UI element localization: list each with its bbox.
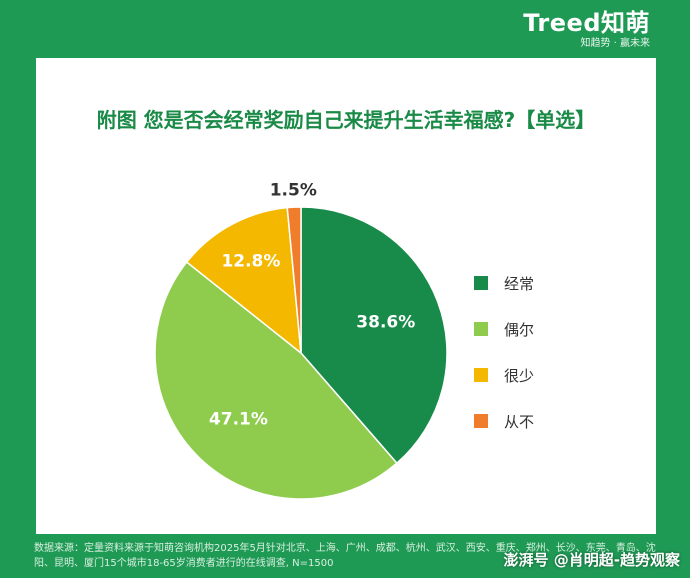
legend-item: 很少	[474, 364, 534, 386]
legend-swatch	[474, 276, 488, 290]
legend-label: 从不	[504, 412, 535, 431]
watermark: 澎湃号 @肖明超-趋势观察	[503, 551, 680, 569]
legend-swatch	[474, 368, 488, 382]
pie-chart: 38.6% 47.1% 12.8% 1.5%	[154, 181, 448, 500]
pie-slice	[286, 206, 302, 354]
legend-label: 很少	[504, 366, 535, 385]
legend-swatch	[474, 322, 488, 336]
slice-value-label: 1.5%	[270, 181, 317, 201]
pie-slice	[300, 206, 448, 465]
brand: Treed知萌 知趋势 · 赢未来	[523, 8, 650, 50]
legend-item: 偶尔	[474, 318, 534, 340]
pie-slice	[185, 206, 302, 355]
data-source-note: 数据来源：定量资料来源于知萌咨询机构2025年5月针对北京、上海、广州、成都、杭…	[34, 543, 656, 569]
slice-value-label: 38.6%	[356, 312, 415, 332]
legend-swatch	[474, 414, 488, 428]
legend-label: 经常	[504, 274, 535, 293]
legend: 经常 偶尔 很少 从不	[474, 272, 534, 456]
legend-item: 经常	[474, 272, 534, 294]
brand-logo: Treed知萌	[523, 9, 650, 37]
legend-label: 偶尔	[504, 320, 535, 339]
chart-card: 附图 您是否会经常奖励自己来提升生活幸福感?【单选】 38.6% 47.1% 12.…	[36, 58, 656, 534]
brand-slogan: 知趋势 · 赢未来	[580, 38, 650, 49]
chart-title: 附图 您是否会经常奖励自己来提升生活幸福感?【单选】	[96, 108, 596, 132]
legend-item: 从不	[474, 410, 534, 432]
slice-value-label: 12.8%	[221, 252, 280, 272]
slice-value-label: 47.1%	[209, 409, 268, 429]
pie-slice	[154, 261, 398, 500]
